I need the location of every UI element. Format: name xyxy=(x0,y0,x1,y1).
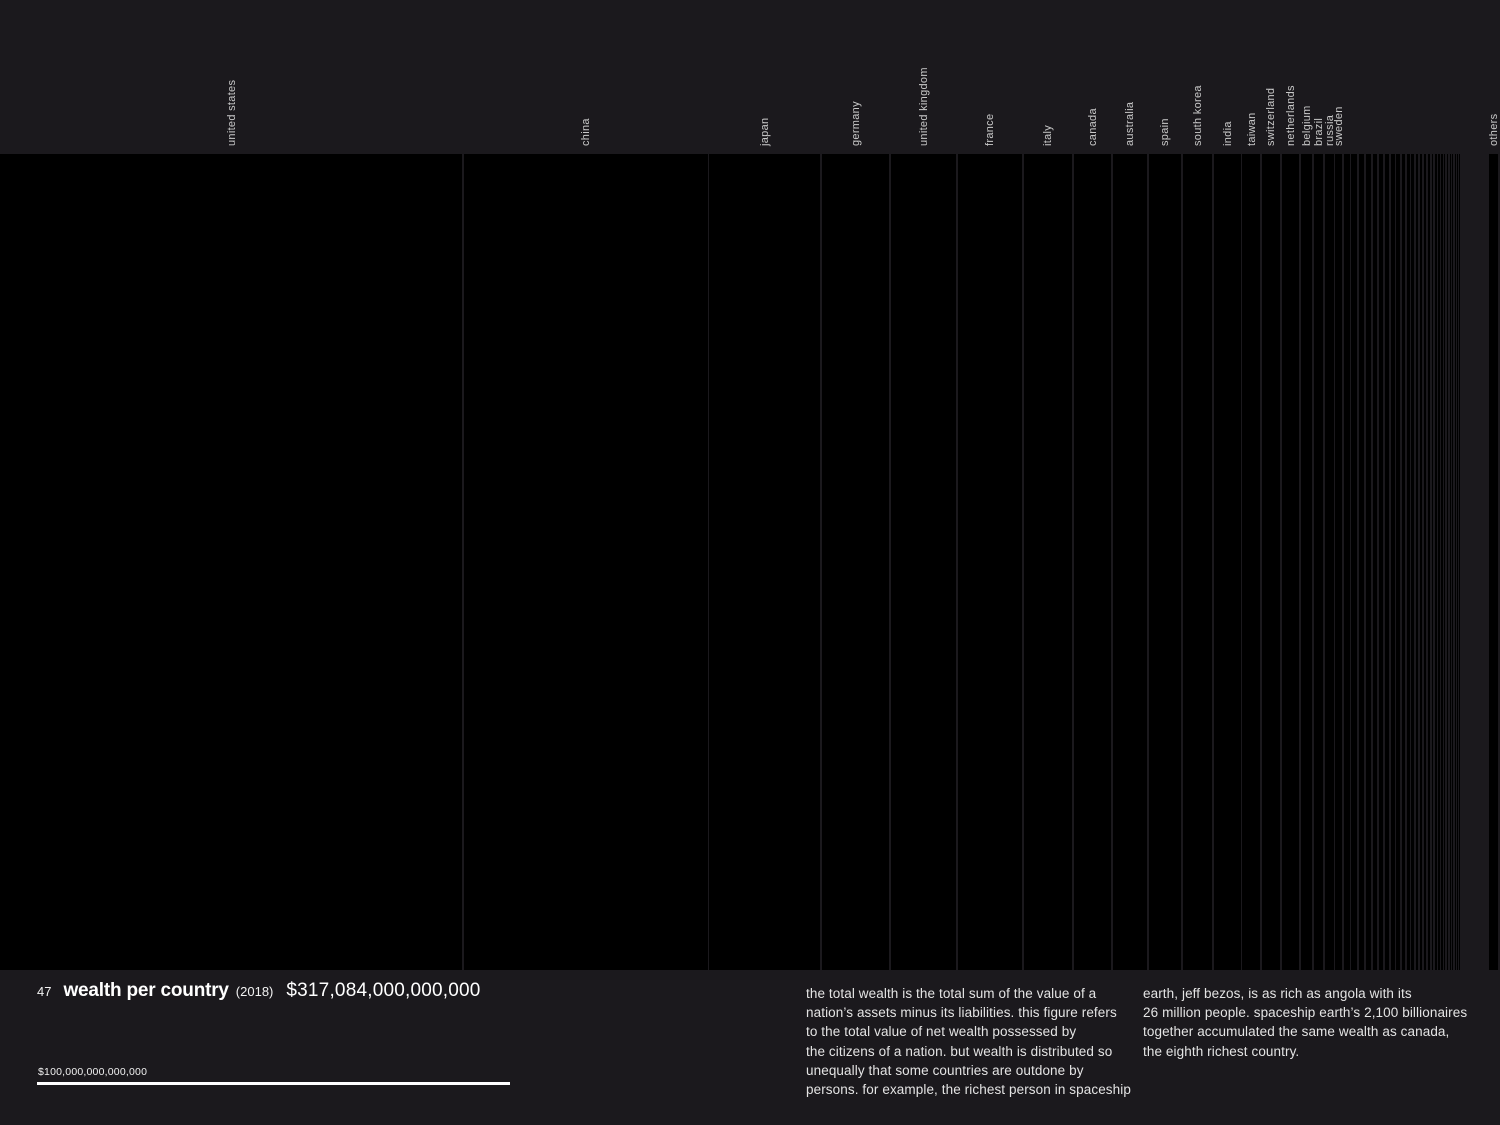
country-column xyxy=(1449,154,1451,970)
scale-label: $100,000,000,000,000 xyxy=(38,1066,148,1078)
country-label-taiwan: taiwan xyxy=(1245,112,1258,146)
country-column xyxy=(1438,154,1440,970)
country-column xyxy=(1435,154,1437,970)
country-labels: united states china japan germany united kin… xyxy=(0,0,1500,154)
country-column-germany xyxy=(822,154,889,970)
country-column xyxy=(1390,154,1395,970)
country-label-united-kingdom: united kingdom xyxy=(917,67,930,146)
caption: 47 wealth per country (2018) $317,084,00… xyxy=(37,980,481,1002)
country-label-others: others xyxy=(1488,113,1500,146)
country-column xyxy=(1358,154,1365,970)
country-column xyxy=(1343,154,1350,970)
country-column xyxy=(1444,154,1446,970)
country-column xyxy=(1411,154,1415,970)
total-wealth-value: $317,084,000,000,000 xyxy=(286,980,481,1001)
country-column xyxy=(1424,154,1427,970)
country-column-japan xyxy=(709,154,821,970)
country-column xyxy=(1447,154,1448,970)
country-label-india: india xyxy=(1221,121,1234,146)
country-label-belgium: belgium xyxy=(1300,105,1313,146)
country-column xyxy=(1452,154,1453,970)
country-column xyxy=(1428,154,1430,970)
country-column-sweden xyxy=(1335,154,1342,970)
country-column-taiwan xyxy=(1242,154,1261,970)
country-column xyxy=(1415,154,1419,970)
country-column xyxy=(1365,154,1371,970)
country-label-united-states: united states xyxy=(225,79,238,146)
scale-bar xyxy=(37,1082,510,1085)
country-column-spain xyxy=(1148,154,1182,970)
country-column xyxy=(1351,154,1357,970)
country-label-switzerland: switzerland xyxy=(1265,87,1278,146)
country-column xyxy=(1379,154,1384,970)
country-label-italy: italy xyxy=(1042,124,1055,146)
country-column-china xyxy=(464,154,708,970)
country-label-canada: canada xyxy=(1086,108,1099,146)
country-column xyxy=(1372,154,1378,970)
country-label-china: china xyxy=(580,118,593,146)
country-label-germany: germany xyxy=(850,101,863,146)
country-column xyxy=(1406,154,1410,970)
country-column-italy xyxy=(1023,154,1072,970)
poster-number: 47 xyxy=(37,984,52,999)
description-column-1: the total wealth is the total sum of the… xyxy=(806,986,1131,1098)
country-column-united-kingdom xyxy=(890,154,957,970)
country-column xyxy=(1396,154,1400,970)
country-column-france xyxy=(957,154,1022,970)
page-title: wealth per country xyxy=(63,980,229,1001)
country-column xyxy=(1441,154,1443,970)
country-column-south-korea xyxy=(1182,154,1213,970)
chart-columns xyxy=(0,154,1500,970)
description-column-2: earth, jeff bezos, is as rich as angola … xyxy=(1143,986,1468,1059)
country-label-australia: australia xyxy=(1124,101,1137,146)
year-label: (2018) xyxy=(235,984,274,999)
country-column-switzerland xyxy=(1262,154,1280,970)
country-column-brazil xyxy=(1313,154,1324,970)
country-column-belgium xyxy=(1300,154,1312,970)
country-label-south-korea: south korea xyxy=(1191,85,1204,146)
country-label-sweden: sweden xyxy=(1333,106,1345,146)
country-column-australia xyxy=(1112,154,1147,970)
country-label-netherlands: netherlands xyxy=(1284,85,1297,146)
country-label-spain: spain xyxy=(1159,118,1172,146)
country-column-united-states xyxy=(0,154,463,970)
country-column xyxy=(1431,154,1434,970)
country-column-netherlands xyxy=(1281,154,1299,970)
country-column-canada xyxy=(1073,154,1112,970)
country-column-russia xyxy=(1325,154,1334,970)
country-column xyxy=(1401,154,1405,970)
country-column-others xyxy=(1489,154,1499,970)
country-label-japan: japan xyxy=(759,117,772,146)
country-column xyxy=(1420,154,1423,970)
country-label-france: france xyxy=(984,113,997,146)
country-column xyxy=(1385,154,1390,970)
country-column-india xyxy=(1214,154,1241,970)
